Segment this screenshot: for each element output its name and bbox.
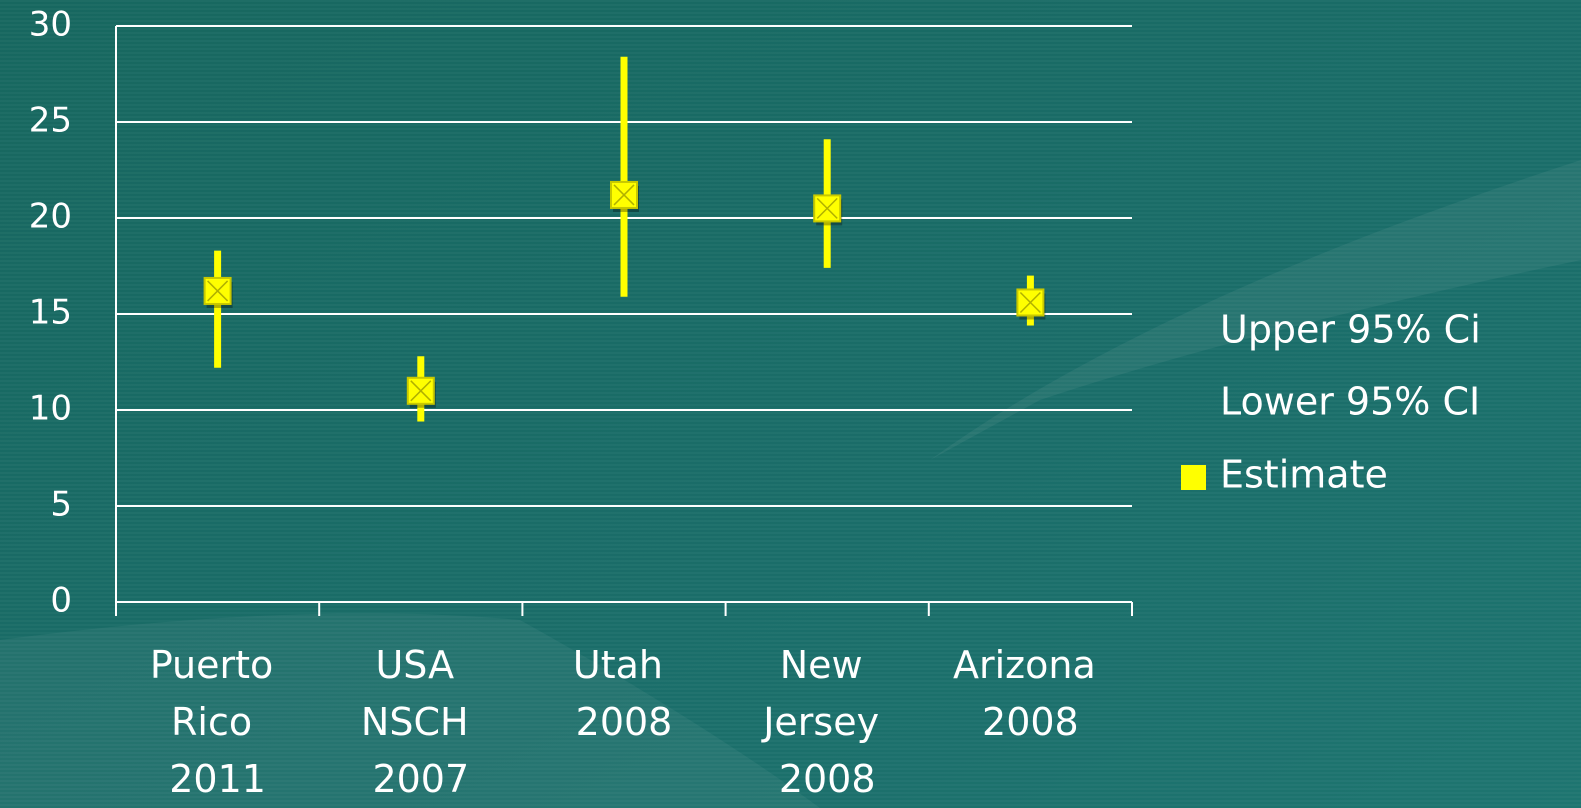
- estimate-marker: [813, 194, 843, 226]
- legend-swatch: [1181, 465, 1206, 490]
- y-tick-label: 0: [50, 581, 72, 621]
- legend-label: Lower 95% CI: [1220, 380, 1480, 424]
- y-tick-label: 15: [29, 293, 72, 333]
- x-tick-label: New Jersey 2008: [761, 643, 891, 801]
- estimate-marker: [203, 276, 233, 308]
- estimate-marker: [610, 180, 639, 212]
- y-tick-label: 10: [29, 389, 72, 429]
- legend-label: Upper 95% Ci: [1220, 308, 1481, 352]
- y-tick-label: 30: [29, 5, 72, 45]
- estimate-marker: [406, 376, 436, 408]
- marker-cross: [816, 197, 838, 219]
- legend-label: Estimate: [1220, 453, 1388, 497]
- estimate-marker: [1016, 288, 1046, 320]
- y-tick-label: 5: [50, 485, 72, 525]
- x-tick-label: Puerto Rico 2011: [150, 643, 286, 801]
- marker-cross: [410, 380, 432, 402]
- marker-cross: [1019, 291, 1041, 314]
- marker-cross: [207, 280, 229, 302]
- marker-cross: [613, 184, 635, 206]
- y-tick-label: 20: [29, 197, 72, 237]
- y-tick-label: 25: [29, 101, 72, 141]
- x-tick-label: USA NSCH 2007: [361, 643, 481, 801]
- x-tick-label: Utah 2008: [573, 643, 675, 744]
- x-tick-label: Arizona 2008: [953, 643, 1108, 744]
